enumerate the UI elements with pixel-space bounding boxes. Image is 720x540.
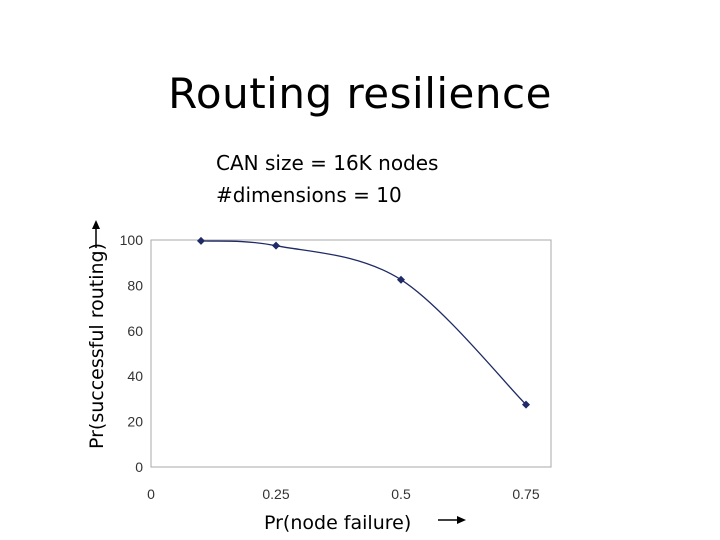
y-axis-arrow [92, 220, 100, 248]
y-tick-label: 20 [127, 414, 143, 430]
x-tick-label: 0 [147, 486, 155, 502]
x-tick-label: 0.25 [262, 486, 289, 502]
slide-title: Routing resilience [168, 69, 552, 118]
note-dimensions: #dimensions = 10 [216, 183, 402, 207]
y-tick-label: 40 [127, 368, 143, 384]
y-tick-label: 60 [127, 323, 143, 339]
data-point-marker [197, 236, 205, 245]
series-line [200, 240, 527, 406]
y-tick-label: 100 [120, 232, 144, 248]
x-tick-labels: 0 0.25 0.5 0.75 [147, 486, 540, 502]
x-axis-title: Pr(node failure) [264, 512, 411, 534]
plot-frame [150, 239, 552, 468]
data-point-marker [397, 275, 405, 284]
data-point-marker [522, 400, 530, 409]
x-axis-arrow [438, 516, 466, 524]
data-markers [197, 236, 530, 409]
y-tick-labels: 0 20 40 60 80 100 [120, 232, 144, 475]
x-tick-label: 0.75 [512, 486, 539, 502]
x-tick-label: 0.5 [391, 486, 411, 502]
data-point-marker [272, 241, 280, 250]
note-can-size: CAN size = 16K nodes [216, 151, 439, 175]
y-tick-label: 80 [127, 277, 143, 293]
y-tick-label: 0 [135, 459, 143, 475]
y-axis-title: Pr(successful routing) [86, 243, 108, 449]
